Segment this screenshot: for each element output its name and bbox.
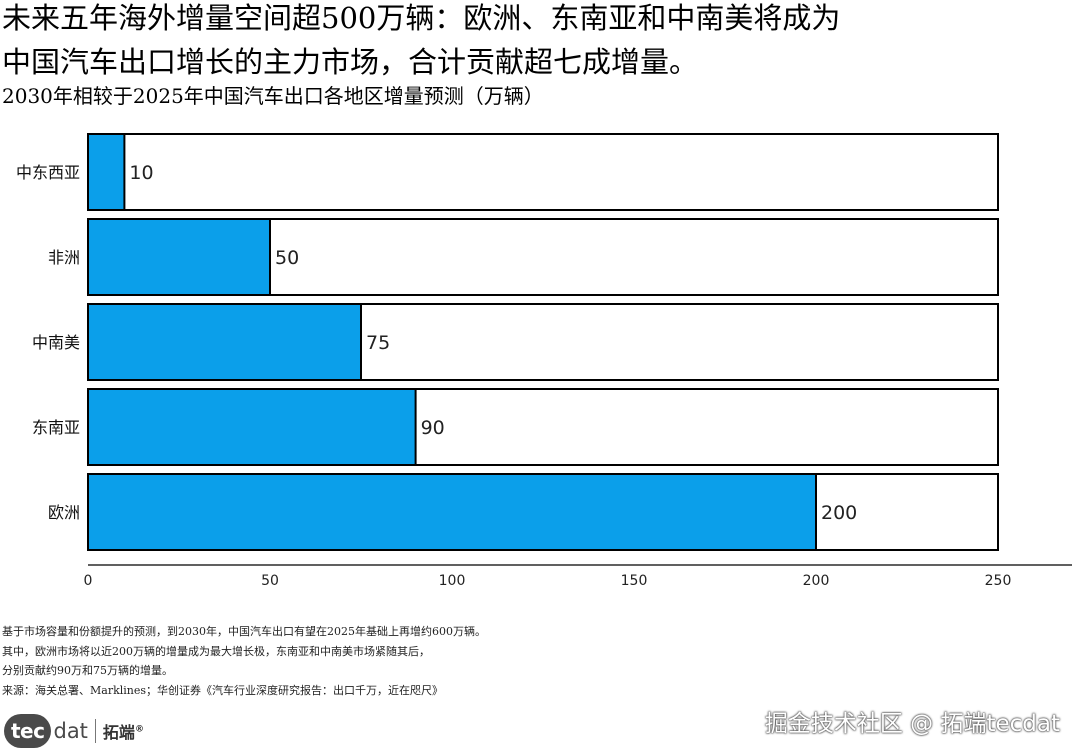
chart-title: 2030年相较于2025年中国汽车出口各地区增量预测（万辆） — [2, 84, 544, 108]
tecdat-logo: tec dat 拓端® — [4, 710, 144, 752]
logo-divider — [94, 719, 96, 743]
headline-line-1: 未来五年海外增量空间超500万辆：欧洲、东南亚和中南美将成为 — [2, 1, 841, 35]
category-label-4: 欧洲 — [48, 503, 80, 522]
data-label-0: 10 — [129, 162, 153, 184]
logo-chinese-name: 拓端® — [103, 719, 144, 743]
bar-track-0 — [87, 133, 999, 211]
logo-suffix: dat — [53, 719, 88, 743]
watermark: 掘金技术社区 @ 拓端tecdat — [764, 711, 1060, 737]
bar-3 — [87, 388, 417, 466]
data-label-1: 50 — [275, 247, 299, 269]
footnotes: 基于市场容量和份额提升的预测，到2030年，中国汽车出口有望在2025年基础上再… — [2, 622, 486, 700]
x-tick-label-3: 150 — [621, 573, 648, 589]
x-tick-label-0: 0 — [84, 573, 93, 589]
x-tick-label-5: 250 — [985, 573, 1012, 589]
bar-2 — [87, 303, 362, 381]
category-label-3: 东南亚 — [32, 418, 80, 437]
category-label-2: 中南美 — [32, 333, 80, 352]
bar-0 — [87, 133, 126, 211]
bar-1 — [87, 218, 271, 296]
footnote-line-3: 分别贡献约90万和75万辆的增量。 — [2, 664, 173, 677]
logo-badge: tec — [4, 714, 52, 748]
bar-4 — [87, 473, 817, 551]
logo-cn-text: 拓端 — [102, 723, 135, 742]
x-tick-label-2: 100 — [439, 573, 466, 589]
category-label-1: 非洲 — [48, 248, 80, 267]
footnote-line-1: 基于市场容量和份额提升的预测，到2030年，中国汽车出口有望在2025年基础上再… — [2, 625, 486, 638]
x-tick-label-4: 200 — [803, 573, 830, 589]
bar-chart: 10 中东西亚 50 非洲 75 中南美 90 东南亚 200 欧洲 0 50 100 150 200 250 — [16, 133, 1072, 589]
registered-mark: ® — [134, 724, 144, 735]
source-line: 来源：海关总署、Marklines；华创证券《汽车行业深度研究报告：出口千万，近… — [2, 683, 444, 697]
x-tick-label-1: 50 — [261, 573, 279, 589]
data-label-2: 75 — [366, 332, 390, 354]
data-label-3: 90 — [421, 417, 445, 439]
data-label-4: 200 — [821, 502, 857, 524]
headline-line-2: 中国汽车出口增长的主力市场，合计贡献超七成增量。 — [2, 45, 699, 79]
category-label-0: 中东西亚 — [16, 163, 80, 182]
footnote-line-2: 其中，欧洲市场将以近200万辆的增量成为最大增长极，东南亚和中南美市场紧随其后， — [2, 644, 430, 658]
